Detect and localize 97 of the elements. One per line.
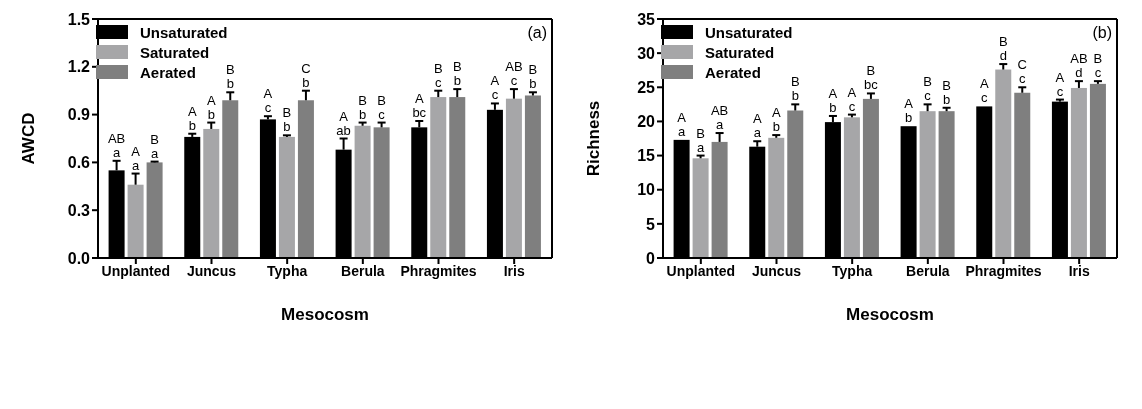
x-axis-title: Mesocosm xyxy=(846,305,934,324)
data-label: A ab xyxy=(336,108,351,138)
data-label: B d xyxy=(998,34,1008,64)
bar xyxy=(843,117,860,258)
y-tick-label: 1.5 xyxy=(67,10,91,28)
x-tick-label: Unplanted xyxy=(666,262,736,279)
bar xyxy=(862,98,879,258)
data-label: AB a xyxy=(107,130,126,160)
x-tick-label: Typha xyxy=(267,262,308,279)
x-axis-title: Mesocosm xyxy=(281,305,369,324)
data-label: AB d xyxy=(1070,51,1088,81)
data-label: B b xyxy=(528,62,538,92)
bar xyxy=(449,97,466,258)
data-label: A b xyxy=(187,103,197,133)
data-label: A a xyxy=(131,143,141,173)
y-tick-label: 35 xyxy=(637,10,656,28)
bar xyxy=(768,137,785,258)
data-label: B a xyxy=(150,131,159,161)
bar xyxy=(1070,87,1087,258)
bar xyxy=(919,111,936,258)
bar xyxy=(146,162,163,258)
data-label: AB a xyxy=(710,103,729,133)
data-label: B b xyxy=(282,105,292,135)
y-axis-title: Richness xyxy=(584,100,604,177)
bar xyxy=(354,125,371,258)
legend-label: Aerated xyxy=(140,63,196,81)
annotation: (b) xyxy=(1092,24,1112,42)
x-tick-label: Phragmites xyxy=(965,262,1042,279)
bar xyxy=(373,127,390,258)
y-tick-label: 0.6 xyxy=(67,154,91,172)
bar xyxy=(787,110,804,258)
bar xyxy=(297,100,314,258)
data-label: A b xyxy=(828,85,838,115)
x-tick-label: Unplanted xyxy=(101,262,171,279)
data-label: A c xyxy=(1055,69,1065,99)
data-label: C c xyxy=(1017,57,1027,87)
data-label: A c xyxy=(847,84,857,114)
data-label: C b xyxy=(301,60,311,90)
bar xyxy=(127,184,144,258)
y-tick-label: 20 xyxy=(637,113,656,131)
data-label: A c xyxy=(490,73,500,103)
data-label: B b xyxy=(942,77,951,107)
data-label: A b xyxy=(904,96,914,126)
legend-label: Unsaturated xyxy=(705,23,793,41)
bar xyxy=(711,141,728,258)
y-tick-label: 15 xyxy=(637,147,656,165)
bar xyxy=(995,69,1012,258)
y-tick-label: 0.3 xyxy=(67,201,91,219)
legend-label: Aerated xyxy=(705,63,761,81)
bar xyxy=(203,128,220,258)
bar xyxy=(524,95,541,258)
data-label: A b xyxy=(771,105,781,135)
annotation: (a) xyxy=(527,24,547,42)
data-label: B c xyxy=(433,60,443,90)
data-label: B a xyxy=(696,125,705,155)
data-label: A c xyxy=(979,76,989,106)
data-label: A c xyxy=(263,86,273,116)
data-label: B b xyxy=(225,62,235,92)
x-tick-label: Phragmites xyxy=(400,262,477,279)
bar xyxy=(222,100,239,258)
y-tick-label: 0 xyxy=(646,249,656,267)
y-tick-label: 1.2 xyxy=(67,58,91,76)
data-label: A a xyxy=(752,111,762,141)
data-label: B c xyxy=(923,74,932,104)
x-tick-label: Iris xyxy=(1068,262,1090,279)
data-label: B c xyxy=(377,92,386,122)
legend-label: Unsaturated xyxy=(140,23,228,41)
data-label: A b xyxy=(206,92,216,122)
x-tick-label: Berula xyxy=(906,262,950,279)
data-label: B bc xyxy=(864,63,879,93)
bar xyxy=(1089,83,1106,258)
legend-label: Saturated xyxy=(140,43,210,61)
bar xyxy=(938,111,955,258)
data-label: B c xyxy=(1093,51,1103,81)
y-tick-label: 5 xyxy=(646,215,656,233)
data-label: A a xyxy=(677,109,687,139)
x-tick-label: Iris xyxy=(503,262,525,279)
bar xyxy=(1014,92,1031,258)
data-label: B b xyxy=(452,59,462,89)
data-label: B b xyxy=(790,74,800,104)
y-tick-label: 0.0 xyxy=(67,249,91,267)
bar xyxy=(278,136,295,258)
x-tick-label: Typha xyxy=(832,262,873,279)
y-tick-label: 25 xyxy=(637,78,656,96)
data-label: B b xyxy=(358,92,367,122)
x-tick-label: Berula xyxy=(341,262,385,279)
x-tick-label: Juncus xyxy=(751,262,802,279)
bar xyxy=(692,158,709,258)
x-tick-label: Juncus xyxy=(186,262,237,279)
y-tick-label: 0.9 xyxy=(67,106,91,124)
legend-label: Saturated xyxy=(705,43,775,61)
bar xyxy=(430,97,447,258)
bar xyxy=(505,98,522,258)
y-axis-title: AWCD xyxy=(19,112,39,165)
y-tick-label: 30 xyxy=(637,44,656,62)
data-label: A bc xyxy=(412,90,427,120)
y-tick-label: 10 xyxy=(637,181,656,199)
